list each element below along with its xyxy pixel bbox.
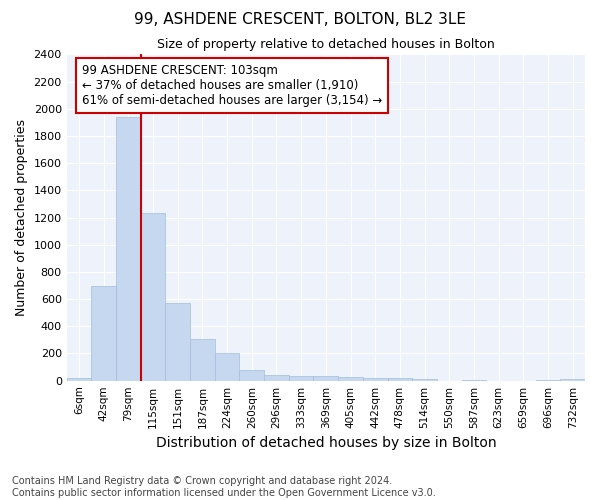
Bar: [141, 214, 166, 380]
Bar: [289, 376, 313, 380]
Bar: [560, 378, 585, 380]
X-axis label: Distribution of detached houses by size in Bolton: Distribution of detached houses by size …: [155, 436, 496, 450]
Bar: [116, 117, 141, 380]
Title: Size of property relative to detached houses in Bolton: Size of property relative to detached ho…: [157, 38, 495, 51]
Text: 99, ASHDENE CRESCENT, BOLTON, BL2 3LE: 99, ASHDENE CRESCENT, BOLTON, BL2 3LE: [134, 12, 466, 28]
Bar: [264, 374, 289, 380]
Bar: [363, 378, 388, 380]
Bar: [190, 339, 215, 380]
Bar: [91, 286, 116, 380]
Bar: [215, 354, 239, 380]
Bar: [313, 376, 338, 380]
Y-axis label: Number of detached properties: Number of detached properties: [15, 119, 28, 316]
Text: Contains HM Land Registry data © Crown copyright and database right 2024.
Contai: Contains HM Land Registry data © Crown c…: [12, 476, 436, 498]
Bar: [338, 376, 363, 380]
Bar: [239, 370, 264, 380]
Bar: [166, 302, 190, 380]
Bar: [388, 378, 412, 380]
Bar: [67, 378, 91, 380]
Text: 99 ASHDENE CRESCENT: 103sqm
← 37% of detached houses are smaller (1,910)
61% of : 99 ASHDENE CRESCENT: 103sqm ← 37% of det…: [82, 64, 382, 107]
